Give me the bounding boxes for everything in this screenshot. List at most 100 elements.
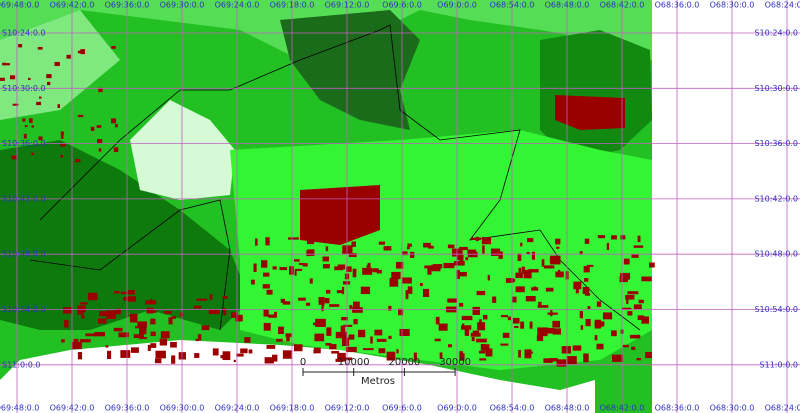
deforestation-patch	[196, 298, 208, 301]
deforestation-patch	[94, 332, 106, 337]
deforestation-patch	[272, 354, 278, 362]
deforestation-patch	[318, 296, 325, 305]
deforestation-patch	[346, 266, 352, 272]
deforestation-patch	[248, 349, 253, 354]
deforestation-patch	[556, 359, 567, 367]
longitude-label: O68:42:0.0	[600, 404, 645, 413]
longitude-label: O69:18:0.0	[270, 1, 315, 10]
deforestation-patch	[566, 356, 577, 365]
deforestation-patch	[294, 259, 300, 262]
deforestation-patch	[334, 266, 344, 271]
deforestation-patch	[115, 123, 118, 128]
deforestation-patch	[545, 287, 554, 292]
deforestation-patch	[81, 314, 85, 319]
deforestation-patch	[341, 317, 348, 321]
deforestation-patch	[343, 324, 353, 327]
deforestation-patch	[46, 81, 51, 86]
deforestation-patch	[465, 257, 469, 261]
deforestation-patch	[531, 251, 536, 260]
deforestation-patch	[353, 301, 360, 311]
deforestation-patch	[525, 295, 536, 302]
deforestation-patch	[550, 255, 561, 265]
deforestation-patch	[362, 267, 373, 275]
deforestation-patch	[580, 325, 584, 330]
boundary	[39, 24, 641, 331]
deforestation-patch	[622, 344, 629, 348]
deforestation-patch	[641, 316, 649, 324]
deforestation-patch	[139, 325, 147, 335]
deforestation-patch	[649, 262, 655, 268]
deforestation-patch	[209, 294, 213, 300]
deforestation-patch	[24, 125, 28, 128]
latitude-label: S10:54:0.0	[754, 305, 798, 314]
deforestation-patch	[447, 244, 455, 249]
deforestation-patch	[467, 249, 477, 255]
deforestation-patch	[597, 235, 606, 239]
deforestation-patch	[194, 353, 200, 358]
deforestation-patch	[294, 270, 297, 276]
deforestation	[555, 95, 625, 130]
deforestation-patch	[595, 322, 605, 327]
deforestation-patch	[90, 126, 95, 131]
deforestation-patch	[329, 304, 340, 307]
deforestation-patch	[476, 290, 486, 296]
deforestation-patch	[150, 318, 156, 325]
deforestation-patch	[4, 63, 11, 66]
deforestation-patch	[298, 297, 306, 301]
deforestation-patch	[611, 330, 617, 337]
deforestation-patch	[500, 343, 509, 346]
deforestation-patch	[621, 307, 632, 310]
deforestation-patch	[402, 251, 408, 256]
deforestation-patch	[518, 267, 522, 273]
deforestation-patch	[476, 338, 487, 343]
deforestation-patch	[98, 148, 102, 152]
deforestation-patch	[513, 317, 520, 324]
deforestation-patch	[461, 315, 473, 321]
deforestation-patch	[552, 320, 561, 328]
deforestation-patch	[633, 245, 644, 248]
deforestation-patch	[349, 305, 353, 309]
deforestation-patch	[286, 333, 290, 342]
deforestation-patch	[586, 264, 594, 267]
deforestation-patch	[482, 344, 490, 351]
deforestation-patch	[240, 348, 248, 354]
longitude-label: O69:12:0.0	[325, 404, 370, 413]
latitude-label: S11:0:0.0	[2, 360, 40, 369]
deforestation-patch	[244, 337, 251, 343]
deforestation-patch	[128, 290, 135, 295]
deforestation-patch	[378, 348, 386, 354]
deforestation-patch	[386, 351, 396, 361]
forest-dark	[280, 10, 420, 130]
deforestation-patch	[80, 49, 86, 55]
deforestation-patch	[60, 154, 64, 158]
deforestation-patch	[63, 307, 72, 314]
deforestation-patch	[325, 289, 331, 294]
deforestation-patch	[285, 333, 292, 337]
scale-label: 0	[300, 357, 306, 368]
deforestation-patch	[405, 290, 409, 300]
deforestation-patch	[10, 75, 16, 80]
deforestation-patch	[193, 305, 202, 309]
deforestation-patch	[388, 305, 392, 311]
deforestation-patch	[423, 242, 431, 248]
deforestation-patch	[638, 299, 644, 304]
deforestation-patch	[106, 350, 112, 359]
deforestation-patch	[631, 254, 639, 258]
deforestation-patch	[272, 266, 277, 270]
deforestation-patch	[61, 339, 65, 343]
latitude-label: S10:48:0.0	[754, 250, 798, 259]
deforestation-patch	[575, 286, 579, 294]
longitude-label: O68:36:0.0	[655, 1, 700, 10]
deforestation-patch	[201, 325, 210, 331]
deforestation-patch	[155, 350, 166, 359]
deforestation-patch	[262, 284, 270, 289]
deforestation-patch	[464, 327, 470, 336]
deforestation-patch	[265, 237, 270, 246]
deforestation-patch	[331, 351, 340, 354]
deforestation-patch	[547, 327, 555, 334]
deforestation-patch	[572, 345, 582, 351]
deforestation-patch	[376, 338, 387, 342]
deforestation-patch	[352, 268, 357, 278]
latitude-label: S10:42:0.0	[754, 194, 798, 203]
deforestation-patch	[407, 243, 412, 247]
